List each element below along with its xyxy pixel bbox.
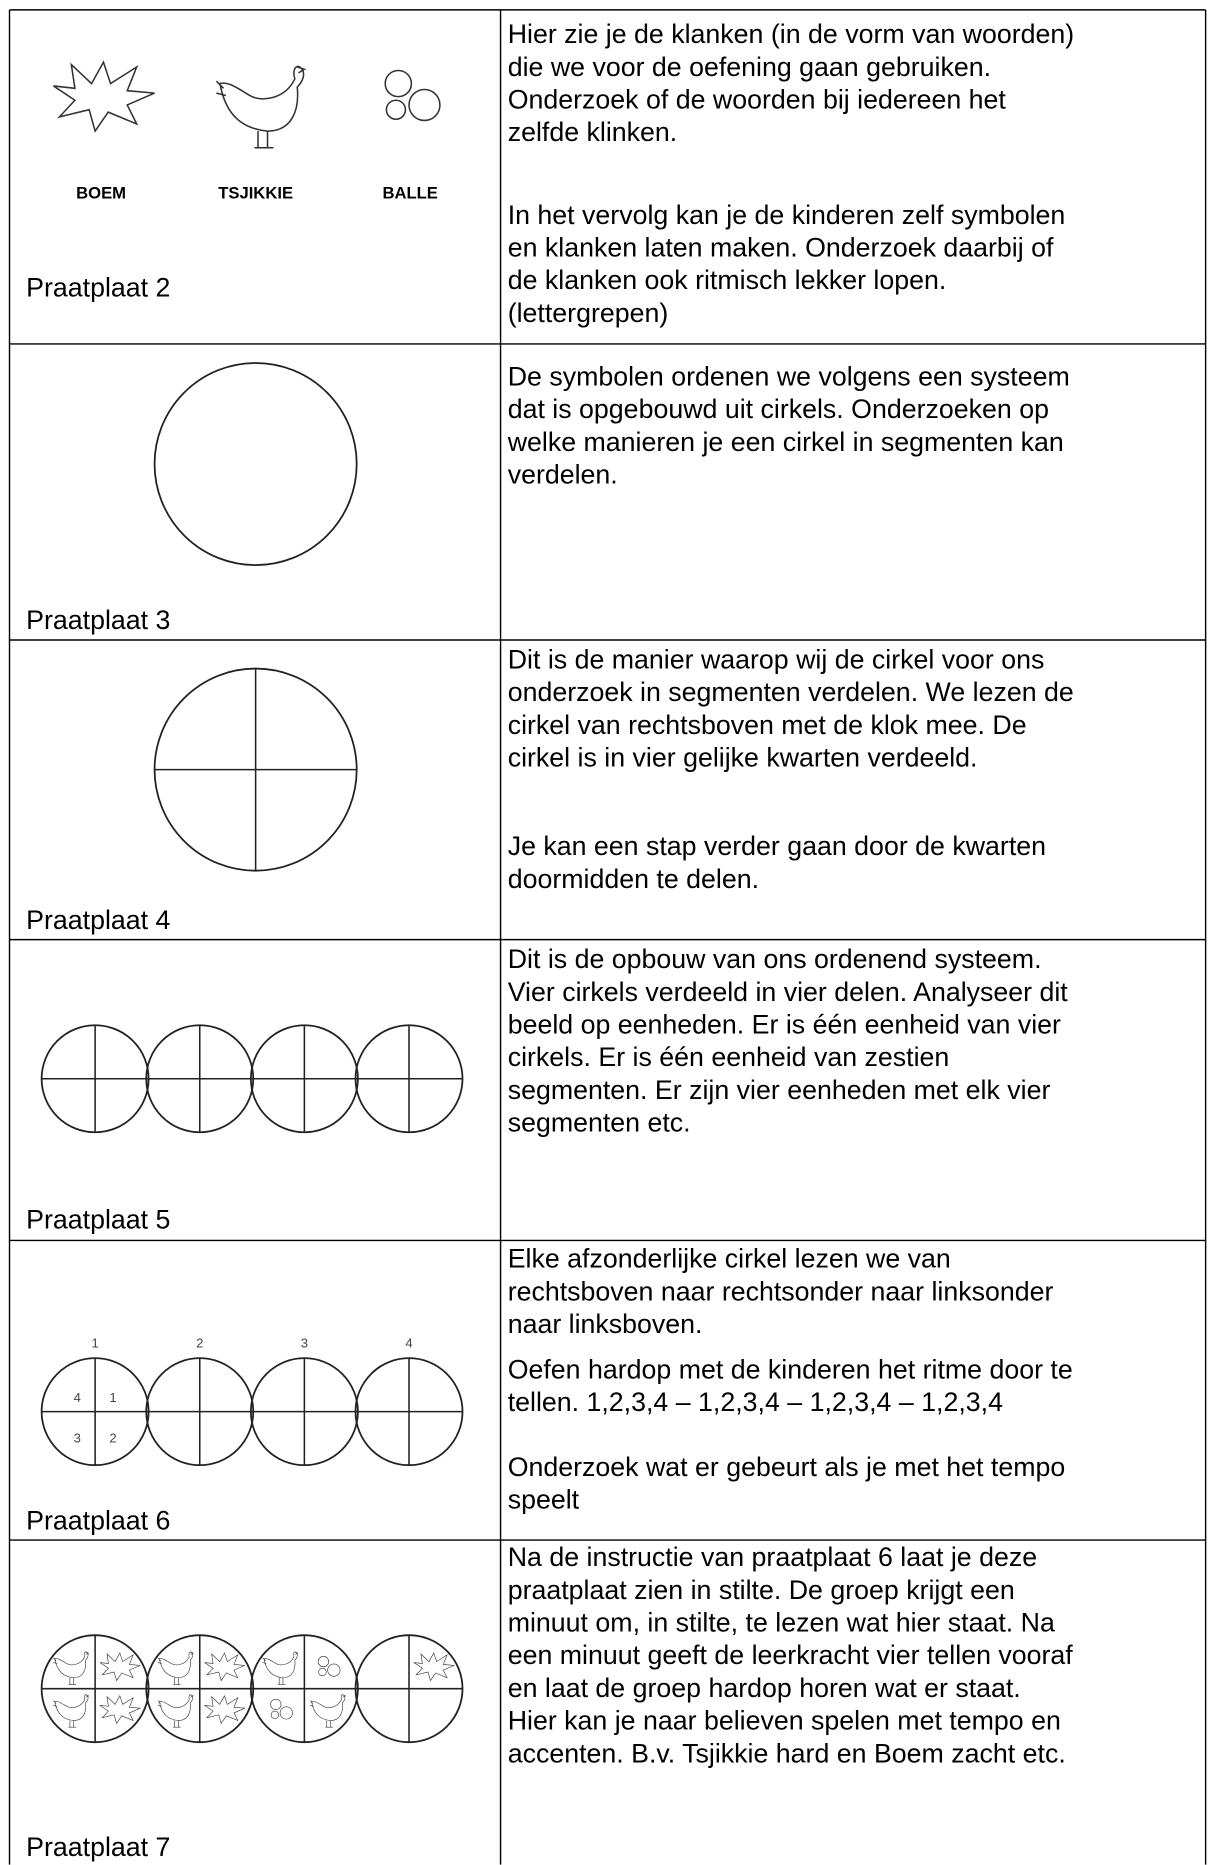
row-label: Praatplaat 6 [26,1505,170,1535]
description-line: minuut om, in stilte, te lezen wat hier … [508,1608,1055,1638]
description-line: naar linksboven. [508,1309,703,1339]
symbol-caption: BOEM [76,184,126,203]
quadrant-number: 1 [109,1390,116,1405]
description-line: speelt [508,1484,580,1514]
description-line: (lettergrepen) [508,298,669,328]
description-line: Vier cirkels verdeeld in vier delen. Ana… [508,977,1069,1007]
quadrant-number: 3 [74,1430,81,1445]
description-line: beeld op eenheden. Er is één eenheid van… [508,1009,1061,1039]
symbol-caption: TSJIKKIE [218,184,293,203]
circle [153,362,358,566]
circle-number: 1 [91,1335,98,1350]
description-line: de klanken ook ritmisch lekker lopen. [508,265,947,295]
row-label: Praatplaat 3 [26,605,170,635]
star-icon [52,61,156,132]
chicken-icon [52,1651,89,1685]
chicken-icon [52,1694,89,1728]
bubbles-icon [317,1656,341,1677]
symbol-caption: BALLE [382,184,437,203]
description-line: Onderzoek wat er gebeurt als je met het … [508,1452,1066,1482]
description-line: tellen. 1,2,3,4 – 1,2,3,4 – 1,2,3,4 – 1,… [508,1387,1003,1417]
description-line: segmenten. Er zijn vier eenheden met elk… [508,1075,1051,1105]
description-line: Elke afzonderlijke cirkel lezen we van [508,1244,951,1274]
description-line: Onderzoek of de woorden bij iedereen het [508,84,1007,114]
description-line: Dit is de opbouw van ons ordenend systee… [508,944,1042,974]
row-label: Praatplaat 7 [26,1832,170,1862]
description-line: die we voor de oefening gaan gebruiken. [508,52,991,82]
star-icon [413,1652,455,1681]
description-line: cirkel van rechtsboven met de klok mee. … [508,710,1027,740]
description-line: praatplaat zien in stilte. De groep krij… [508,1575,1015,1605]
quadrant-number: 4 [74,1390,81,1405]
description-line: een minuut geeft de leerkracht vier tell… [508,1640,1074,1670]
circle-number: 2 [196,1335,203,1350]
circle-number: 4 [405,1335,412,1350]
description-line: dat is opgebouwd uit cirkels. Onderzoeke… [508,394,1049,424]
star-icon [99,1695,141,1724]
description-line: In het vervolg kan je de kinderen zelf s… [508,200,1066,230]
bubbles-icon [384,69,441,122]
description-line: en laat de groep hardop horen wat er sta… [508,1673,1021,1703]
bubbles-icon [270,1698,293,1720]
description-line: cirkel is in vier gelijke kwarten verdee… [508,743,978,773]
description-line: Dit is de manier waarop wij de cirkel vo… [508,644,1045,674]
circle-number: 3 [301,1335,308,1350]
star-icon [99,1652,141,1681]
description-line: Hier zie je de klanken (in de vorm van w… [508,19,1074,49]
chicken-icon [262,1651,299,1685]
description-line: Oefen hardop met de kinderen het ritme d… [508,1354,1073,1384]
description-line: accenten. B.v. Tsjikkie hard en Boem zac… [508,1738,1066,1768]
description-line: verdelen. [508,460,618,490]
quadrant-number: 2 [109,1430,116,1445]
description-line: segmenten etc. [508,1108,691,1138]
description-line: welke manieren je een cirkel in segmente… [507,427,1064,457]
row-label: Praatplaat 5 [26,1204,170,1234]
row-label: Praatplaat 2 [26,272,170,302]
chicken-icon [215,65,306,149]
description-line: zelfde klinken. [508,117,678,147]
description-line: Hier kan je naar believen spelen met tem… [508,1706,1061,1736]
chicken-icon [157,1651,194,1685]
description-line: cirkels. Er is één eenheid van zestien [508,1042,950,1072]
star-icon [204,1652,246,1681]
chicken-icon [157,1694,194,1728]
description-line: en klanken laten maken. Onderzoek daarbi… [508,232,1054,262]
chicken-icon [309,1694,346,1728]
description-line: doormidden te delen. [508,864,759,894]
description-line: Je kan een stap verder gaan door de kwar… [508,831,1046,861]
description-line: rechtsboven naar rechtsonder naar linkso… [508,1276,1054,1306]
row-label: Praatplaat 4 [26,905,170,935]
description-line: De symbolen ordenen we volgens een syste… [508,361,1070,391]
description-line: Na de instructie van praatplaat 6 laat j… [508,1542,1037,1572]
description-line: onderzoek in segmenten verdelen. We leze… [508,677,1074,707]
star-icon [204,1695,246,1724]
